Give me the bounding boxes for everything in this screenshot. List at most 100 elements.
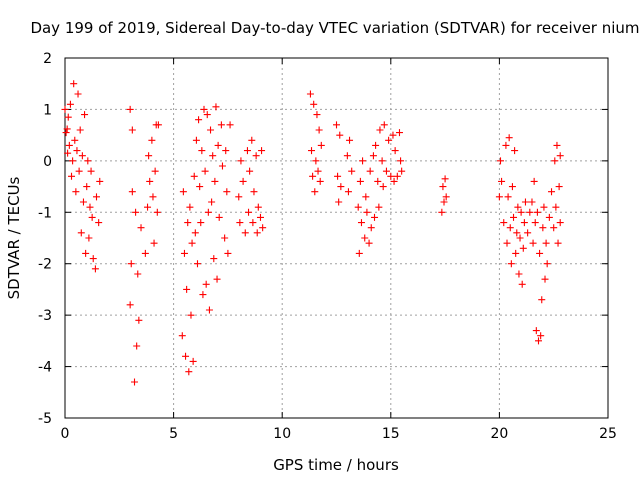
data-point [150, 239, 158, 247]
data-point [520, 219, 528, 227]
data-point [306, 90, 314, 98]
data-point [235, 193, 243, 201]
data-point [390, 177, 398, 185]
data-point [63, 125, 71, 133]
data-point [127, 260, 135, 268]
data-point [144, 203, 152, 211]
data-point [191, 229, 199, 237]
data-point [517, 208, 525, 216]
data-point [343, 152, 351, 160]
data-point [192, 136, 200, 144]
data-point [199, 291, 207, 299]
data-point [365, 239, 373, 247]
data-point [556, 152, 564, 160]
data-point [311, 188, 319, 196]
data-point [541, 275, 549, 283]
data-point [222, 147, 230, 155]
data-point [335, 198, 343, 206]
data-point [442, 193, 450, 201]
data-point [128, 126, 136, 134]
data-point [81, 111, 89, 119]
data-point [387, 172, 395, 180]
data-point [126, 301, 134, 309]
chart-title: Day 199 of 2019, Sidereal Day-to-day VTE… [30, 19, 639, 37]
y-tick-label: -4 [38, 360, 52, 376]
data-point [362, 193, 370, 201]
data-point [397, 157, 405, 165]
data-point [317, 141, 325, 149]
data-point [363, 208, 371, 216]
data-point [556, 219, 564, 227]
data-point [366, 167, 374, 175]
x-tick-label: 15 [382, 426, 400, 442]
plot-frame [64, 57, 609, 419]
data-point [253, 229, 261, 237]
data-point [554, 239, 562, 247]
data-point [153, 208, 161, 216]
data-point [530, 177, 538, 185]
data-point [85, 234, 93, 242]
data-point [237, 157, 245, 165]
data-point [195, 116, 203, 124]
data-point [241, 229, 249, 237]
data-point [372, 141, 380, 149]
data-point [185, 368, 193, 376]
data-point [146, 177, 154, 185]
data-point [239, 177, 247, 185]
data-point [258, 147, 266, 155]
data-point [391, 147, 399, 155]
data-point [314, 167, 322, 175]
data-point [75, 167, 83, 175]
data-point [503, 239, 511, 247]
data-point [187, 311, 195, 319]
data-point [500, 219, 508, 227]
data-point [374, 177, 382, 185]
data-point [243, 147, 251, 155]
data-point [440, 198, 448, 206]
data-point [536, 249, 544, 257]
data-point [178, 332, 186, 340]
x-tick-label: 5 [169, 426, 178, 442]
data-point [540, 203, 548, 211]
data-point [91, 265, 99, 273]
data-point [92, 193, 100, 201]
data-point [334, 172, 342, 180]
data-point [514, 203, 522, 211]
data-point [132, 208, 140, 216]
data-point [344, 188, 352, 196]
data-point [214, 141, 222, 149]
data-point [313, 111, 321, 119]
data-point [555, 183, 563, 191]
data-point [308, 147, 316, 155]
data-point [193, 260, 201, 268]
data-point [495, 193, 503, 201]
data-point [333, 121, 340, 129]
data-point [507, 260, 515, 268]
data-point [249, 219, 257, 227]
data-point [223, 188, 231, 196]
data-point [148, 136, 156, 144]
x-tick-label: 20 [490, 426, 508, 442]
data-point [359, 157, 367, 165]
data-point [533, 208, 541, 216]
data-point [534, 337, 542, 345]
data-point [519, 244, 527, 252]
data-point [203, 111, 211, 119]
data-point [62, 129, 70, 137]
data-point [211, 177, 219, 185]
x-tick-label: 0 [61, 426, 70, 442]
data-point [336, 131, 344, 139]
data-point [310, 100, 318, 108]
data-point [245, 208, 253, 216]
data-point [545, 213, 553, 221]
data-point [83, 183, 91, 191]
data-point [89, 255, 97, 263]
data-point [393, 172, 401, 180]
data-point [375, 203, 383, 211]
data-point [180, 249, 188, 257]
data-point [539, 224, 547, 232]
data-point [179, 188, 187, 196]
data-point [510, 213, 518, 221]
data-point [183, 285, 191, 293]
